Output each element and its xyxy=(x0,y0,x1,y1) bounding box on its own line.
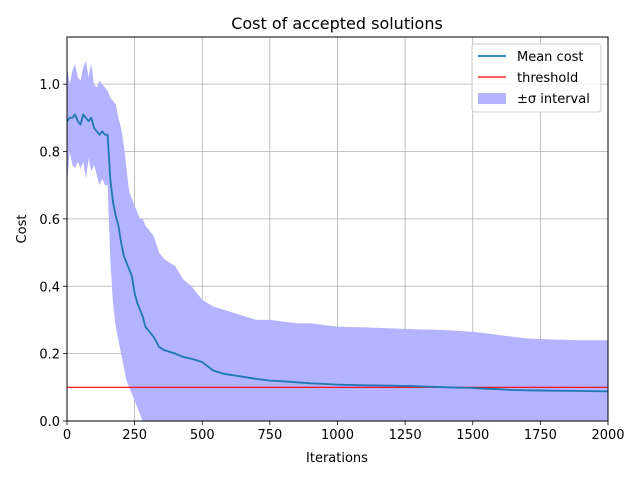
x-tick-label: 500 xyxy=(190,428,215,443)
y-axis-title: Cost xyxy=(15,215,30,244)
y-tick-label: 0.6 xyxy=(39,213,60,228)
legend: Mean cost threshold ±σ interval xyxy=(471,43,602,113)
y-tick-label: 0.8 xyxy=(39,146,60,161)
x-tick-label: 750 xyxy=(257,428,282,443)
legend-mean-label: Mean cost xyxy=(517,50,584,65)
x-tick-label: 0 xyxy=(63,428,71,443)
x-tick-label: 1500 xyxy=(456,428,489,443)
y-axis: 0.0 0.2 0.4 0.6 0.8 1.0 xyxy=(39,78,67,430)
y-tick-label: 0.2 xyxy=(39,348,60,363)
sigma-interval-band xyxy=(67,60,608,421)
legend-band-swatch xyxy=(478,93,506,104)
y-tick-label: 0.0 xyxy=(39,415,60,430)
x-tick-label: 1000 xyxy=(321,428,354,443)
x-tick-label: 2000 xyxy=(591,428,624,443)
y-tick-label: 1.0 xyxy=(39,78,60,93)
x-tick-label: 1250 xyxy=(389,428,422,443)
x-tick-label: 250 xyxy=(122,428,147,443)
legend-band-label: ±σ interval xyxy=(517,92,590,107)
x-axis-title: Iterations xyxy=(306,451,368,466)
x-axis: 0 250 500 750 1000 1250 1500 1750 2000 xyxy=(63,421,625,443)
mean-cost-line xyxy=(66,113,609,393)
chart-title: Cost of accepted solutions xyxy=(231,14,443,33)
legend-threshold-label: threshold xyxy=(517,71,578,86)
y-tick-label: 0.4 xyxy=(39,280,60,295)
x-tick-label: 1750 xyxy=(524,428,557,443)
